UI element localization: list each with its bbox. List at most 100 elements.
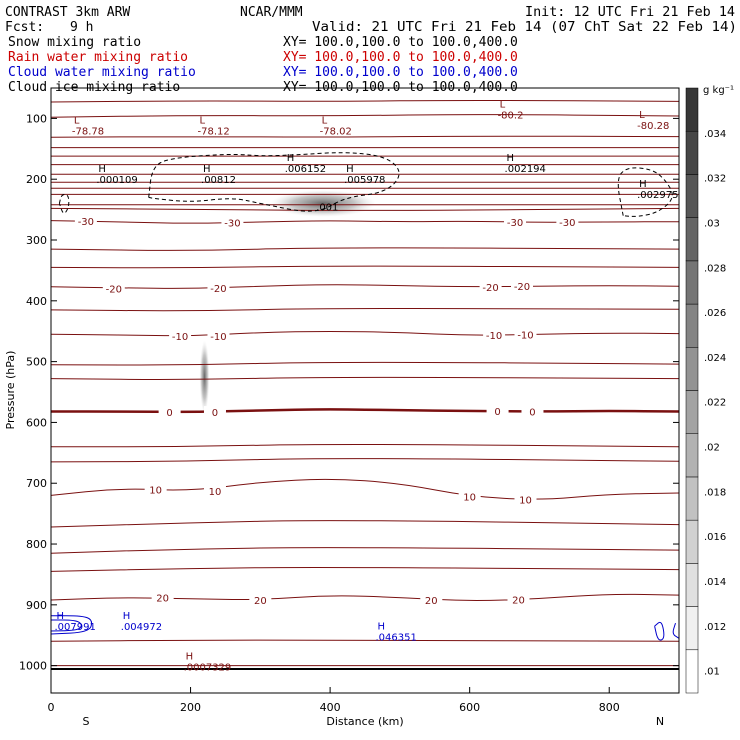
legend-label: Rain water mixing ratio xyxy=(8,50,188,65)
y-tick-label: 800 xyxy=(26,538,47,551)
isotherm-label: -10 xyxy=(210,332,226,343)
isotherm-label: -30 xyxy=(507,218,523,229)
cloud-water-contour xyxy=(51,615,93,635)
temperature-isotherm xyxy=(51,443,679,448)
cloud-ice-high-marker: H xyxy=(639,179,647,190)
colorbar-segment xyxy=(685,303,699,348)
isotherm-label-bg xyxy=(511,280,533,293)
cloud-ice-high-value: .006152 xyxy=(285,164,326,175)
colorbar-segment xyxy=(685,390,699,434)
cloud-ice-contour xyxy=(148,152,400,212)
colorbar: .01 .012 .014 .016 .018 .02 .022 .024 .026 .028 .0… xyxy=(685,87,726,694)
fcst-value: 9 h xyxy=(70,20,93,35)
temperature-isotherm xyxy=(51,207,679,211)
temperature-isotherm xyxy=(51,458,679,463)
temperature-low-value: -78.78 xyxy=(72,126,104,137)
isotherm-label-bg xyxy=(203,485,226,498)
colorbar-tick-label: .034 xyxy=(704,129,726,140)
x-end-left: S xyxy=(83,715,90,728)
isotherm-label: 10 xyxy=(209,487,222,498)
init-label: Init: 12 UTC Fri 21 Feb 14 xyxy=(525,5,735,20)
temperature-isotherm xyxy=(51,376,679,380)
isotherm-label-bg xyxy=(151,591,174,604)
colorbar-tick-label: .012 xyxy=(704,622,726,633)
colorbar-tick-label: .03 xyxy=(704,218,720,229)
model-title: CONTRAST 3km ARW xyxy=(5,5,130,20)
cloud-water-contour xyxy=(672,622,679,639)
isotherm-label: 10 xyxy=(149,485,162,496)
cloud-water-high-value: .004972 xyxy=(121,622,162,633)
plot-area: -30 -30 -30 -30 -20 -20 -20 -20 -10 -10 -10 -10 0 0 0 0… xyxy=(51,100,679,670)
background-contours xyxy=(51,100,679,667)
mixing-ratio-shade xyxy=(199,340,210,414)
cloud-ice-high-marker: H xyxy=(98,164,106,175)
rain-high-value: .0007329 xyxy=(184,663,232,674)
isotherm-label-bg xyxy=(514,493,537,506)
ice-outline xyxy=(58,152,673,217)
legend-label: Cloud water mixing ratio xyxy=(8,65,196,80)
isotherm-label-bg xyxy=(207,330,230,343)
x-axis-label: Distance (km) xyxy=(326,715,403,728)
y-tick-label: 300 xyxy=(26,234,47,247)
colorbar-segment xyxy=(685,174,699,218)
isotherm-label: 20 xyxy=(425,596,438,607)
isotherm-label-bg xyxy=(514,328,537,341)
colorbar-tick-label: .024 xyxy=(704,353,726,364)
y-tick-label: 100 xyxy=(26,112,47,125)
cloud-ice-high-value: .005978 xyxy=(344,175,385,186)
colorbar-segment xyxy=(685,347,699,391)
isotherm-label: -20 xyxy=(514,282,530,293)
colorbar-tick-label: .02 xyxy=(704,443,720,454)
legend-xy: XY= 100.0,100.0 to 100.0,400.0 xyxy=(283,50,518,65)
colorbar-segment xyxy=(685,519,699,564)
temperature-contours: -30 -30 -30 -30 -20 -20 -20 -20 -10 -10 -10 -10 0 0 0 0… xyxy=(51,215,679,607)
isotherm-label: -10 xyxy=(486,331,502,342)
isotherm-label-bg xyxy=(169,330,192,343)
isotherm-label: -30 xyxy=(78,217,94,228)
fcst-label: Fcst: xyxy=(5,20,44,35)
temperature-low-value: -78.02 xyxy=(320,126,352,137)
isotherm--30 xyxy=(51,220,679,224)
cloud-ice-high-marker: H xyxy=(507,153,515,164)
temperature-isotherm xyxy=(51,135,679,138)
isotherm-label: 0 xyxy=(529,407,535,418)
colorbar-tick-label: .032 xyxy=(704,174,726,185)
colorbar-segment xyxy=(685,563,699,607)
isotherm-label-bg xyxy=(504,215,527,228)
temperature-isotherm xyxy=(51,100,679,103)
x-tick-label: 400 xyxy=(320,701,341,714)
cloud-water-high-marker: H xyxy=(377,621,385,632)
temperature-low-marker: L xyxy=(500,100,506,111)
isotherm-20 xyxy=(51,593,679,601)
colorbar-segment xyxy=(685,130,699,175)
colorbar-segment xyxy=(685,476,699,521)
y-axis-label: Pressure (hPa) xyxy=(4,351,17,430)
isotherm-0 xyxy=(51,408,679,414)
colorbar-unit: g kg⁻¹ xyxy=(703,85,734,96)
cloud-ice-high-value: .00812 xyxy=(201,175,236,186)
rain-high-marker: H xyxy=(186,652,194,663)
colorbar-tick-label: .022 xyxy=(704,398,726,409)
colorbar-segment xyxy=(685,87,699,132)
isotherm-label: -20 xyxy=(482,283,498,294)
y-tick-label: 400 xyxy=(26,295,47,308)
x-end-right: N xyxy=(656,715,664,728)
cloud-water-high-value: .007991 xyxy=(54,622,95,633)
temperature-isotherm xyxy=(51,361,679,366)
temperature-isotherm xyxy=(51,308,679,312)
y-tick-label: 900 xyxy=(26,599,47,612)
cloud-water-contours xyxy=(51,615,679,641)
isotherm-10 xyxy=(51,478,679,500)
isotherm-label-bg xyxy=(144,483,167,496)
colorbar-tick-label: .016 xyxy=(704,532,726,543)
isotherm-label-bg xyxy=(102,282,125,295)
org-label: NCAR/MMM xyxy=(240,5,303,20)
colorbar-segment xyxy=(685,260,699,305)
temperature-low-marker: L xyxy=(322,115,328,126)
plot-frame xyxy=(50,87,680,694)
y-tick-label: 700 xyxy=(26,477,47,490)
y-tick-label: 200 xyxy=(26,173,47,186)
colorbar-segment xyxy=(685,649,699,694)
isotherm-label: -30 xyxy=(559,218,575,229)
